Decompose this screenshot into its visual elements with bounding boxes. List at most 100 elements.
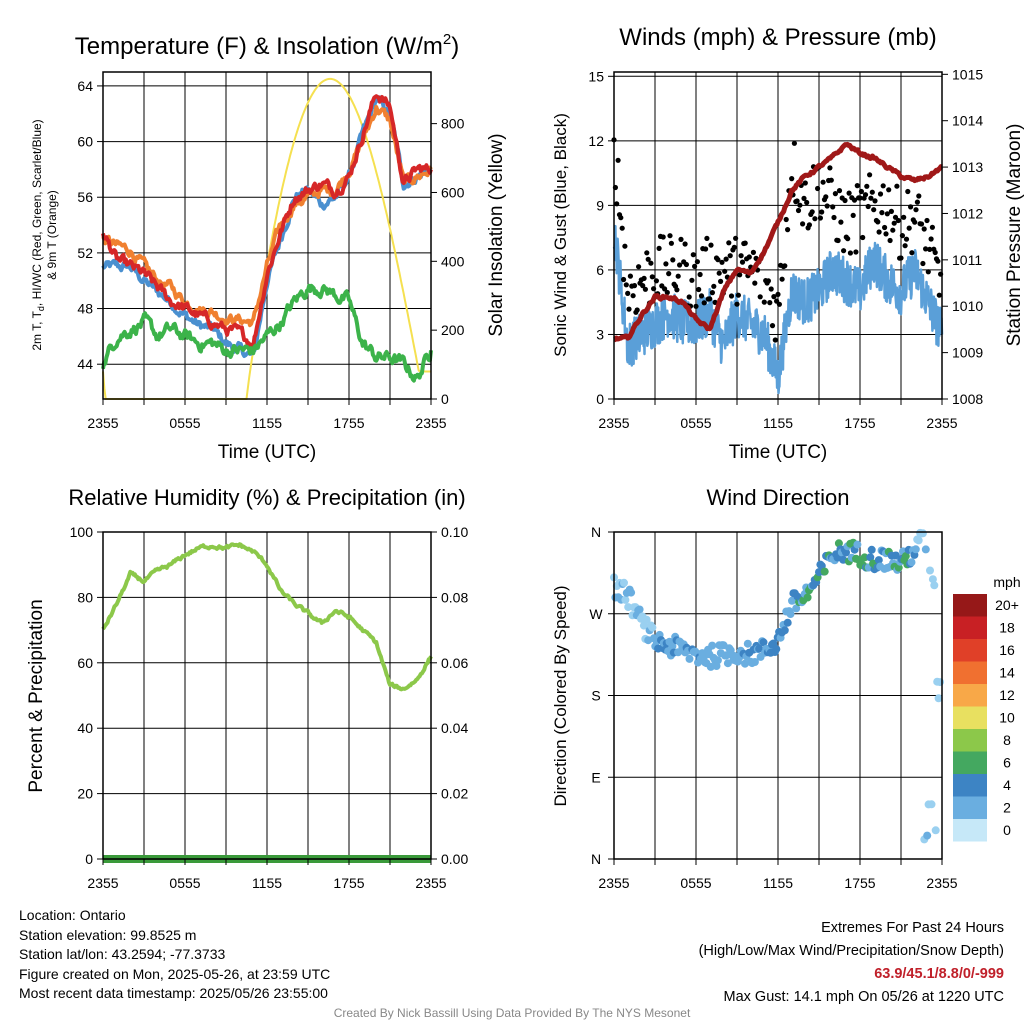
legend-label: 14 bbox=[999, 665, 1015, 681]
direction-point bbox=[759, 638, 768, 647]
gust-point bbox=[733, 235, 739, 241]
rh-xtick-label: 1155 bbox=[252, 875, 282, 891]
legend-label: 2 bbox=[1003, 800, 1011, 816]
gust-point bbox=[912, 219, 918, 225]
gust-point bbox=[886, 187, 892, 193]
rh-xtick-label: 2355 bbox=[415, 875, 446, 891]
temp-y2tick-label: 200 bbox=[441, 322, 465, 338]
gust-point bbox=[851, 197, 858, 203]
rh-y2tick-label: 0.02 bbox=[441, 786, 468, 802]
temp-axes bbox=[102, 72, 432, 399]
gust-point bbox=[769, 323, 776, 329]
gust-point bbox=[708, 242, 714, 248]
gust-point bbox=[916, 193, 922, 199]
wind-ylabel: Sonic Wind & Gust (Blue, Black) bbox=[551, 113, 570, 357]
gust-point bbox=[841, 248, 847, 254]
wind-xtick-label: 2355 bbox=[926, 415, 957, 431]
direction-point bbox=[668, 642, 677, 651]
gust-point bbox=[880, 183, 886, 189]
gust-point bbox=[707, 296, 713, 302]
gust-point bbox=[727, 253, 733, 259]
direction-point bbox=[792, 604, 801, 613]
gust-point bbox=[723, 256, 729, 262]
temp-ytick-label: 44 bbox=[77, 356, 93, 372]
gust-point bbox=[846, 190, 852, 196]
legend-swatch bbox=[953, 616, 987, 639]
gust-point bbox=[824, 203, 830, 209]
gust-point bbox=[797, 202, 803, 208]
direction-point bbox=[901, 552, 910, 561]
gust-point bbox=[674, 287, 680, 293]
gust-point bbox=[857, 195, 863, 201]
gust-point bbox=[890, 227, 896, 233]
direction-point bbox=[927, 800, 936, 809]
rh-ytick-label: 20 bbox=[77, 786, 93, 802]
legend-swatch bbox=[953, 661, 987, 684]
gust-point bbox=[827, 165, 833, 171]
gust-point bbox=[831, 214, 837, 221]
temp-ytick-label: 52 bbox=[77, 245, 93, 261]
dir-xtick-label: 1155 bbox=[763, 875, 793, 891]
gust-point bbox=[627, 273, 634, 279]
direction-point bbox=[930, 581, 939, 590]
legend-label: 16 bbox=[999, 642, 1015, 658]
rh-xtick-label: 1755 bbox=[333, 875, 364, 891]
gust-point bbox=[651, 286, 657, 292]
gust-point bbox=[761, 299, 767, 305]
gust-point bbox=[853, 249, 859, 255]
gust-point bbox=[909, 250, 915, 256]
wind-y2label: Station Pressure (Maroon) bbox=[1004, 124, 1024, 347]
temp-y2tick-label: 400 bbox=[441, 253, 465, 269]
direction-point bbox=[860, 553, 869, 562]
gust-point bbox=[622, 243, 628, 249]
dewpoint-line bbox=[101, 283, 433, 383]
dir-ytick-label: N bbox=[591, 524, 601, 540]
direction-point bbox=[788, 596, 796, 605]
gust-point bbox=[726, 240, 732, 246]
gust-point bbox=[836, 188, 843, 194]
gust-point bbox=[815, 185, 821, 192]
gust-point bbox=[806, 222, 813, 228]
elevation-text: Station elevation: 99.8525 m bbox=[19, 926, 197, 943]
dir-ytick-label: S bbox=[591, 688, 600, 704]
direction-point bbox=[648, 623, 657, 632]
temp-ytick-label: 64 bbox=[77, 78, 93, 94]
gust-point bbox=[694, 259, 701, 265]
gust-point bbox=[645, 256, 651, 262]
station-pressure-line bbox=[612, 141, 944, 343]
wind-xtick-label: 1155 bbox=[763, 415, 793, 431]
gust-point bbox=[795, 207, 802, 214]
direction-point bbox=[713, 656, 722, 665]
gust-point bbox=[847, 250, 854, 256]
rh-y2tick-label: 0.00 bbox=[441, 851, 468, 867]
legend-label: 6 bbox=[1003, 755, 1011, 771]
2m-temperature-line bbox=[101, 94, 433, 351]
gust-point bbox=[667, 233, 673, 239]
gust-point bbox=[867, 172, 873, 178]
gust-point bbox=[634, 307, 640, 313]
gust-point bbox=[666, 271, 672, 277]
gust-point bbox=[698, 293, 705, 299]
gust-point bbox=[718, 278, 724, 284]
legend-swatch bbox=[953, 729, 987, 752]
gust-point bbox=[884, 211, 890, 217]
rh-y2tick-label: 0.10 bbox=[441, 524, 468, 540]
gust-point bbox=[767, 300, 773, 306]
gust-point bbox=[757, 294, 763, 300]
gust-point bbox=[875, 219, 881, 225]
gust-point bbox=[872, 198, 878, 204]
gust-point bbox=[789, 176, 795, 182]
gust-point bbox=[908, 204, 914, 210]
gust-point bbox=[921, 226, 927, 232]
rh-axes bbox=[102, 532, 432, 859]
legend-label: 4 bbox=[1003, 777, 1011, 793]
direction-point bbox=[743, 639, 752, 648]
direction-point bbox=[750, 658, 759, 666]
direction-point bbox=[755, 644, 764, 653]
legend-title: mph bbox=[993, 574, 1020, 590]
gust-point bbox=[686, 294, 692, 300]
direction-point bbox=[891, 551, 900, 560]
direction-point bbox=[834, 539, 843, 548]
gust-point bbox=[850, 212, 856, 218]
gust-point bbox=[918, 221, 925, 227]
